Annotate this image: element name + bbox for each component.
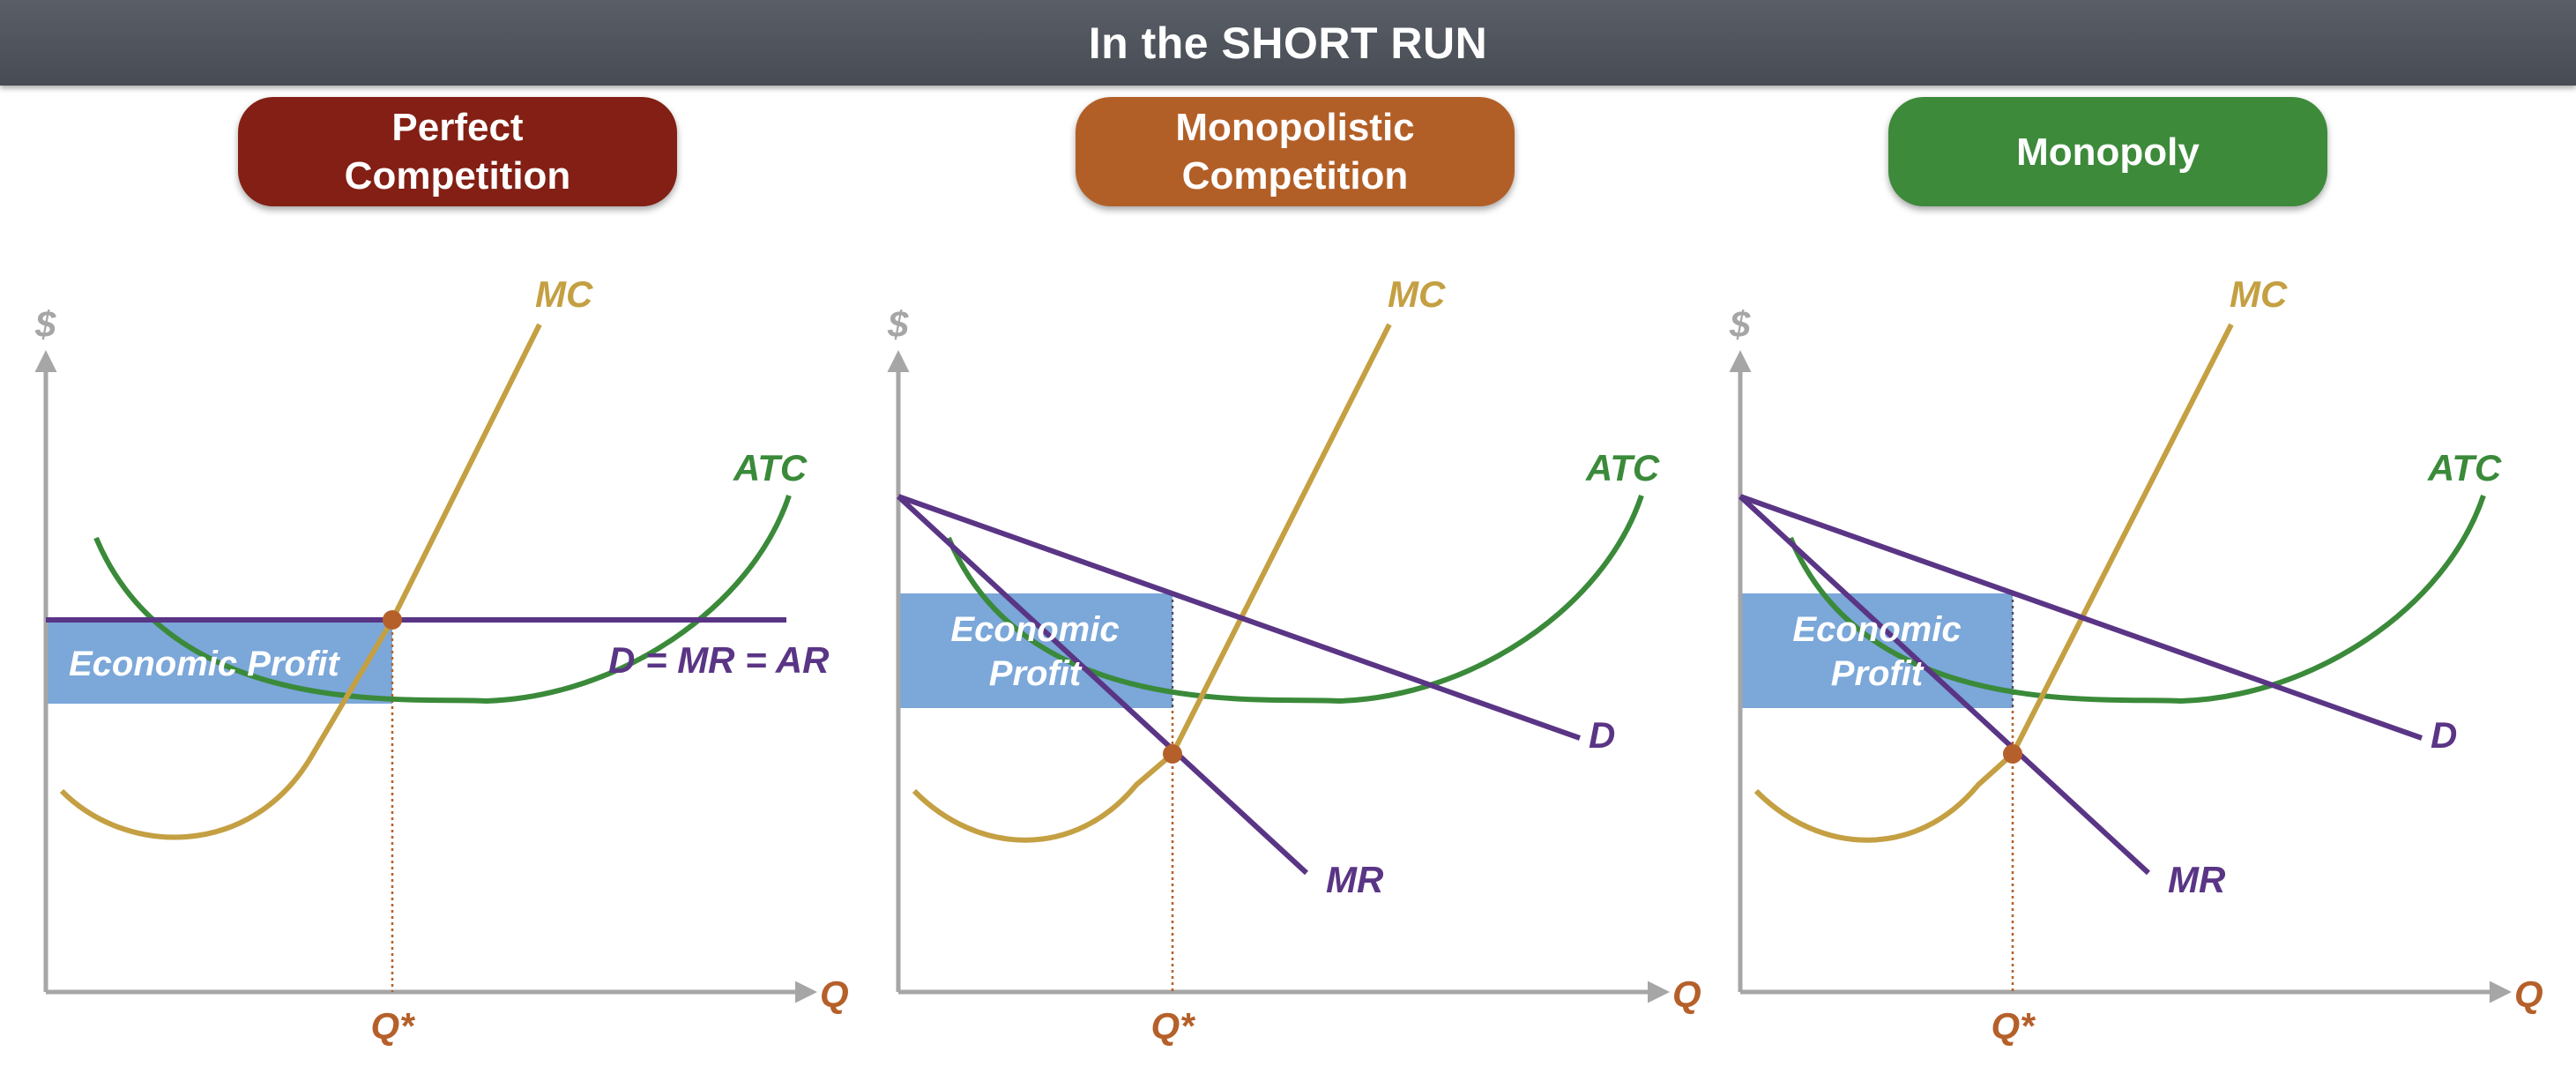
economic-profit-label: Economic Profit [69,645,340,683]
demand-line [1738,494,2423,741]
mr-label: MR [1326,859,1384,900]
economic-profit-area [1740,593,2013,708]
mc-label: MC [1388,273,1446,315]
equilibrium-point [2003,744,2022,764]
page-title: In the SHORT RUN [1088,18,1488,68]
economic-profit-label: Economic [1792,610,1961,649]
mc-label: MC [535,273,593,315]
atc-curve [1788,495,2486,705]
economic-profit-label: Economic [950,610,1119,649]
y-axis-label: $ [1729,303,1751,345]
x-axis-label: Q [820,973,849,1016]
mc-label: MC [2230,273,2288,315]
title-banner: In the SHORT RUN [0,0,2576,86]
mr-label: MR [2168,859,2226,900]
equilibrium-point [1163,744,1182,764]
demand-label: D = MR = AR [608,639,830,681]
atc-label: ATC [733,447,808,489]
demand-label: D [1589,714,1615,756]
demand-label: D [2431,714,2457,756]
mr-line [896,494,1309,876]
economic-profit-label: Profit [989,654,1083,693]
y-axis-label: $ [34,303,56,345]
atc-curve [93,495,792,705]
heading-monopolistic-competition: Monopolistic Competition [1076,97,1515,206]
demand-line [897,494,1582,741]
heading-perfect-competition: Perfect Competition [238,97,677,206]
economic-profit-label: Profit [1831,654,1925,693]
mc-curve [59,323,542,840]
mc-curve [1753,323,2234,843]
x-axis-label: Q [1672,973,1701,1016]
economic-profit-area [898,593,1173,708]
equilibrium-point [383,610,402,630]
heading-monopoly: Monopoly [1888,97,2327,206]
qstar-label: Q* [370,1005,415,1048]
mc-curve [912,323,1392,843]
qstar-label: Q* [1991,1005,2036,1048]
atc-label: ATC [2427,447,2502,489]
mr-line [1738,494,2151,876]
qstar-label: Q* [1150,1005,1195,1048]
atc-curve [946,495,1644,705]
y-axis-label: $ [887,303,909,345]
x-axis-label: Q [2514,973,2543,1016]
atc-label: ATC [1585,447,1660,489]
